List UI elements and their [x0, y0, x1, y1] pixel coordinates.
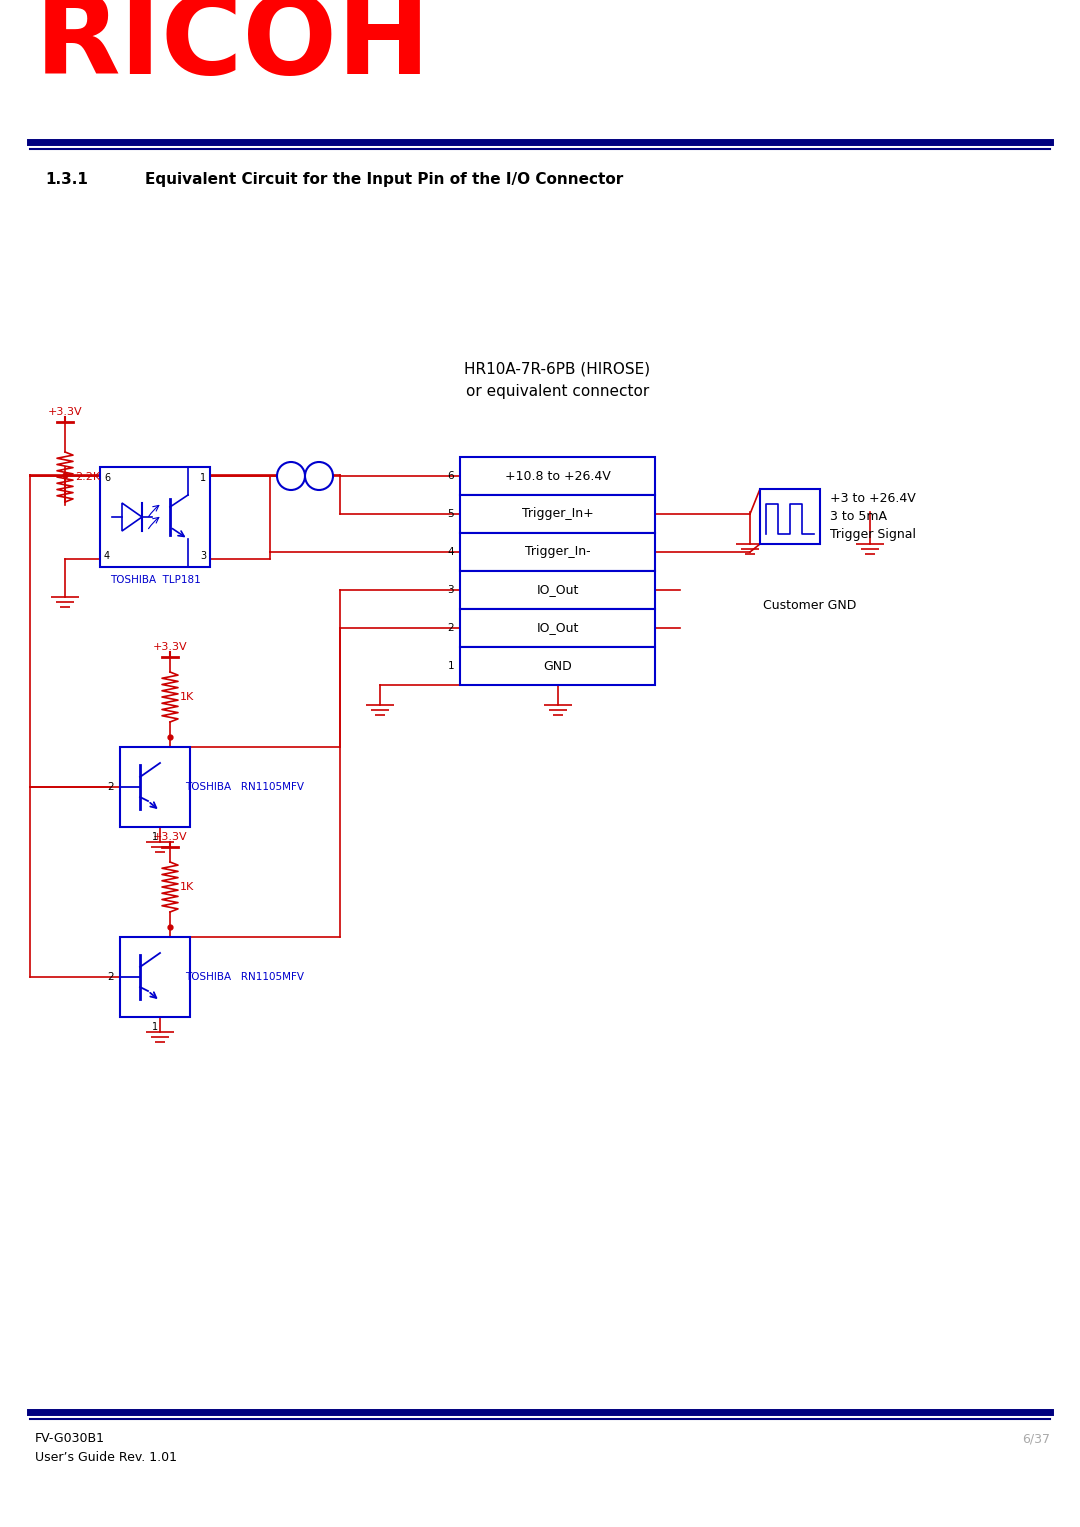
Text: 1: 1: [200, 473, 206, 483]
Text: 2: 2: [107, 782, 114, 793]
Text: 1K: 1K: [180, 692, 194, 702]
Text: IO_Out: IO_Out: [537, 583, 579, 597]
Text: or equivalent connector: or equivalent connector: [465, 383, 649, 399]
Text: +3.3V: +3.3V: [152, 641, 187, 652]
Polygon shape: [122, 502, 141, 531]
Text: +3.3V: +3.3V: [152, 832, 187, 841]
Text: TOSHIBA   RN1105MFV: TOSHIBA RN1105MFV: [185, 973, 303, 982]
Text: 2.2K: 2.2K: [75, 472, 100, 483]
Text: HR10A-7R-6PB (HIROSE): HR10A-7R-6PB (HIROSE): [464, 362, 650, 377]
Text: 4: 4: [104, 551, 110, 560]
Bar: [760, 489, 820, 544]
Text: 3: 3: [447, 585, 454, 596]
Text: RICOH: RICOH: [35, 0, 431, 98]
Text: 2: 2: [107, 973, 114, 982]
Text: TOSHIBA  TLP181: TOSHIBA TLP181: [110, 576, 201, 585]
Text: 1K: 1K: [180, 883, 194, 892]
Bar: [460, 533, 654, 571]
Text: IO_Out: IO_Out: [537, 621, 579, 635]
Text: 1: 1: [152, 1022, 158, 1032]
Bar: [460, 495, 654, 533]
Bar: [460, 647, 654, 686]
Text: 6: 6: [104, 473, 110, 483]
Bar: [120, 747, 190, 828]
Text: 3: 3: [200, 551, 206, 560]
Bar: [460, 571, 654, 609]
Circle shape: [305, 463, 333, 490]
Bar: [120, 938, 190, 1017]
Text: Trigger_In-: Trigger_In-: [525, 545, 591, 559]
Text: GND: GND: [543, 660, 572, 672]
Text: +3.3V: +3.3V: [48, 408, 82, 417]
Text: 6: 6: [447, 470, 454, 481]
Text: 4: 4: [447, 547, 454, 557]
Text: 6/37: 6/37: [1022, 1432, 1050, 1445]
Text: Equivalent Circuit for the Input Pin of the I/O Connector: Equivalent Circuit for the Input Pin of …: [145, 173, 623, 186]
Text: 2: 2: [447, 623, 454, 634]
Text: 5: 5: [447, 508, 454, 519]
Text: 1: 1: [447, 661, 454, 670]
Text: TOSHIBA   RN1105MFV: TOSHIBA RN1105MFV: [185, 782, 303, 793]
Text: Customer GND: Customer GND: [764, 599, 856, 612]
Text: +10.8 to +26.4V: +10.8 to +26.4V: [504, 469, 610, 483]
Bar: [460, 457, 654, 495]
Circle shape: [276, 463, 305, 490]
Text: 1.3.1: 1.3.1: [45, 173, 87, 186]
Text: +3 to +26.4V
3 to 5mA
Trigger Signal: +3 to +26.4V 3 to 5mA Trigger Signal: [831, 492, 916, 541]
Text: 1: 1: [152, 832, 158, 841]
Text: Trigger_In+: Trigger_In+: [522, 507, 593, 521]
Bar: [460, 609, 654, 647]
Text: FV-G030B1
User’s Guide Rev. 1.01: FV-G030B1 User’s Guide Rev. 1.01: [35, 1432, 177, 1464]
Bar: [100, 467, 210, 567]
